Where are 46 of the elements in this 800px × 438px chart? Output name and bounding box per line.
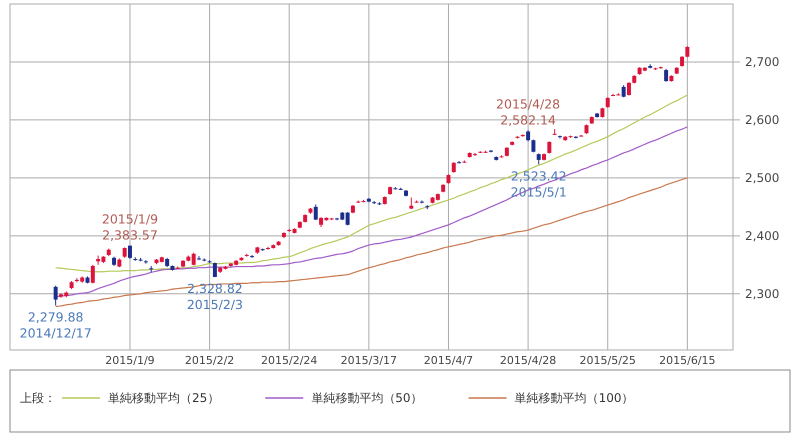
candlestick bbox=[680, 56, 684, 68]
candlestick bbox=[54, 285, 58, 306]
candlestick bbox=[446, 174, 450, 184]
x-tick-label: 2015/4/28 bbox=[500, 354, 556, 367]
candlestick bbox=[685, 46, 690, 58]
candlestick bbox=[504, 146, 509, 157]
candlestick bbox=[165, 257, 170, 268]
candlestick bbox=[536, 153, 541, 165]
y-tick-label: 2,500 bbox=[745, 171, 780, 186]
candlestick bbox=[90, 264, 95, 284]
y-tick-label: 2,600 bbox=[745, 113, 780, 128]
legend-label: 単純移動平均（50） bbox=[311, 391, 423, 406]
legend-label: 単純移動平均（25） bbox=[108, 391, 220, 406]
annotation: 2,279.88 2014/12/17 bbox=[20, 309, 92, 340]
y-tick-label: 2,700 bbox=[745, 55, 780, 70]
candlestick bbox=[547, 140, 552, 154]
candlestick bbox=[212, 262, 217, 278]
x-tick-label: 2015/3/17 bbox=[340, 354, 398, 367]
candlestick bbox=[409, 197, 414, 210]
x-tick-label: 2015/6/15 bbox=[659, 354, 716, 367]
x-tick-label: 2015/2/2 bbox=[184, 354, 234, 367]
candlestick bbox=[112, 256, 116, 266]
candlestick bbox=[314, 204, 318, 221]
candlestick bbox=[128, 244, 132, 260]
y-tick-label: 2,400 bbox=[745, 229, 780, 244]
annotation: 2015/4/28 2,582.14 bbox=[496, 96, 560, 128]
annotation: 2,328.82 2015/2/3 bbox=[186, 281, 243, 312]
annotation: 2015/1/9 2,383.57 bbox=[102, 211, 158, 242]
candlestick bbox=[526, 130, 530, 142]
y-tick-label: 2,300 bbox=[745, 286, 780, 301]
candlestick bbox=[122, 246, 127, 258]
candlestick bbox=[600, 107, 604, 118]
candlestick bbox=[626, 82, 631, 96]
candlestick bbox=[664, 68, 668, 82]
candlestick bbox=[452, 162, 456, 174]
x-tick-label: 2015/2/24 bbox=[261, 354, 318, 367]
candlestick bbox=[606, 96, 610, 108]
x-tick-label: 2015/5/25 bbox=[580, 354, 636, 367]
line-series bbox=[55, 94, 688, 272]
legend-label: 単純移動平均（100） bbox=[514, 391, 634, 406]
candlestick bbox=[531, 139, 536, 153]
candlestick bbox=[622, 84, 626, 98]
x-tick-label: 2015/4/7 bbox=[424, 354, 474, 367]
legend-title: 上段： bbox=[20, 391, 56, 406]
x-tick-label: 2015/1/9 bbox=[105, 354, 155, 367]
candlestick bbox=[584, 124, 588, 134]
